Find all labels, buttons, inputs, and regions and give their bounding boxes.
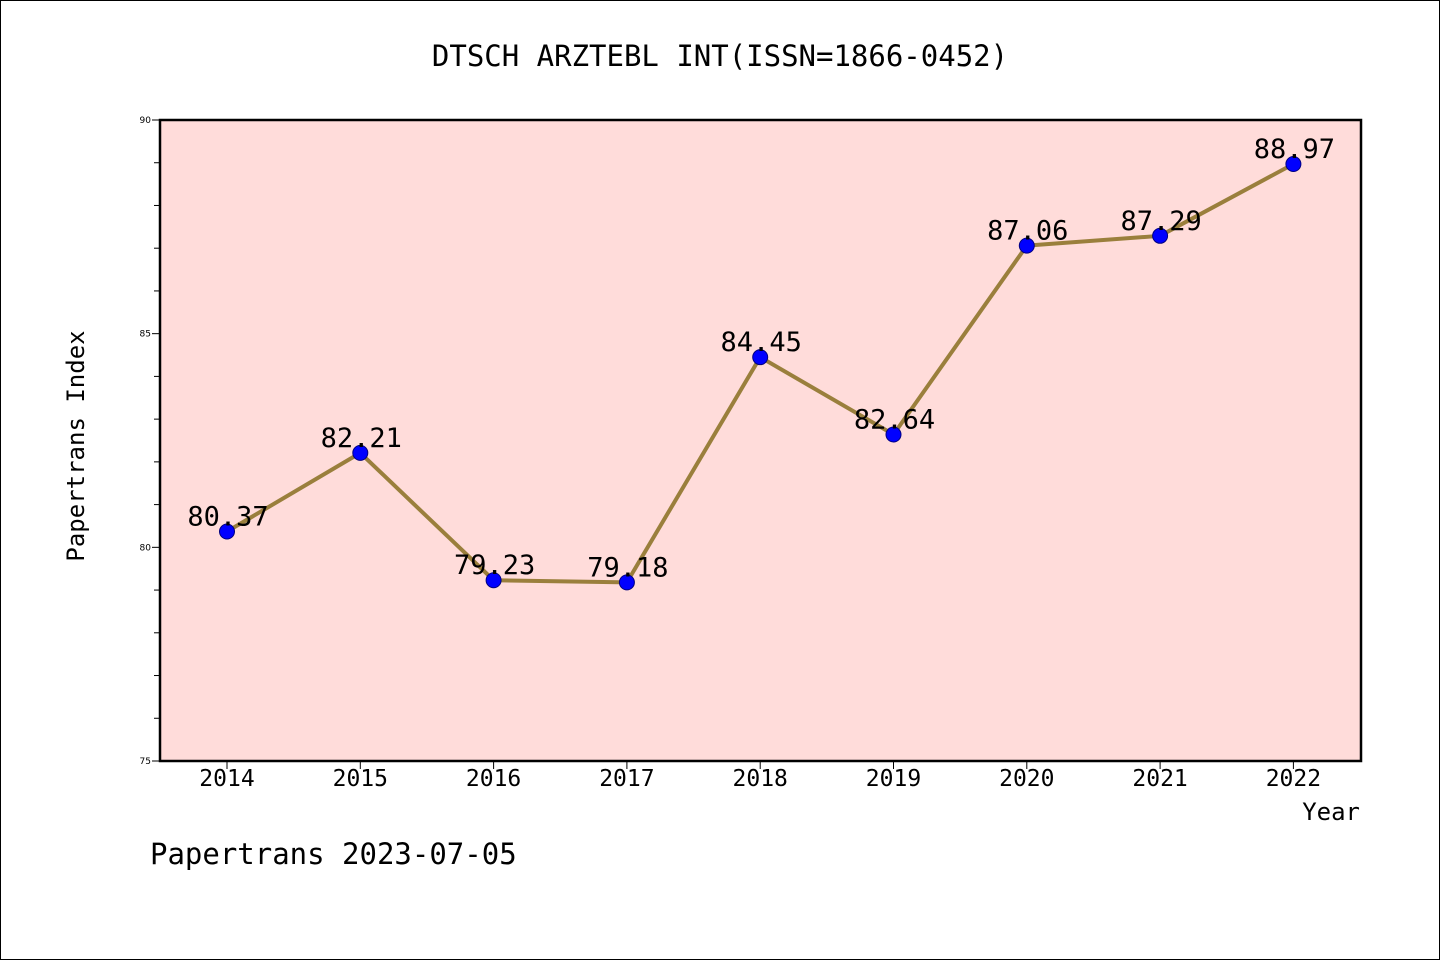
- x-tick-label: 2014: [199, 766, 254, 792]
- data-point: [885, 426, 902, 443]
- plot-area: [158, 118, 1363, 763]
- chart-title: DTSCH ARZTEBL INT(ISSN=1866-0452): [432, 39, 1008, 73]
- data-label: 79.23: [454, 550, 535, 581]
- data-point: [1018, 237, 1035, 254]
- y-axis: 75 80 85 90: [140, 116, 160, 767]
- x-axis-label: Year: [1302, 798, 1360, 826]
- data-point: [1285, 156, 1302, 173]
- x-tick-label: 2015: [333, 766, 388, 792]
- data-point: [618, 574, 635, 591]
- data-point: [1152, 227, 1169, 244]
- y-tick-label: 85: [140, 330, 151, 340]
- x-tick-label: 2020: [999, 766, 1054, 792]
- data-label: 84.45: [721, 327, 802, 358]
- data-label: 88.97: [1254, 134, 1335, 165]
- data-label: 87.06: [987, 216, 1068, 247]
- data-label: 82.64: [854, 405, 935, 436]
- y-axis-label: Papertrans Index: [62, 330, 90, 561]
- x-tick-label: 2022: [1266, 766, 1321, 792]
- footer-text: Papertrans 2023-07-05: [150, 837, 517, 871]
- data-point: [219, 523, 235, 540]
- data-label: 80.37: [187, 502, 268, 533]
- data-label: 82.21: [321, 423, 402, 454]
- y-tick-label: 75: [140, 757, 151, 767]
- x-axis: 2014 2015 2016 2017 2018 2019 2020 2021 2022: [199, 761, 1321, 792]
- data-point: [485, 572, 502, 589]
- data-label-group: 80.37 82.21 79.23 79.18 84.45 82.64 87.06 87.29…: [187, 134, 1335, 583]
- marker-group: [219, 156, 1302, 591]
- y-tick-label: 90: [140, 116, 152, 126]
- x-tick-label: 2019: [866, 766, 921, 792]
- y-tick-label: 80: [140, 543, 152, 553]
- x-tick-label: 2018: [733, 766, 788, 792]
- data-label: 79.18: [587, 552, 668, 583]
- x-tick-label: 2016: [466, 766, 521, 792]
- x-tick-label: 2021: [1132, 766, 1187, 792]
- data-point: [352, 444, 369, 461]
- x-tick-label: 2017: [599, 766, 654, 792]
- data-label: 87.29: [1120, 206, 1201, 237]
- data-point: [752, 349, 769, 366]
